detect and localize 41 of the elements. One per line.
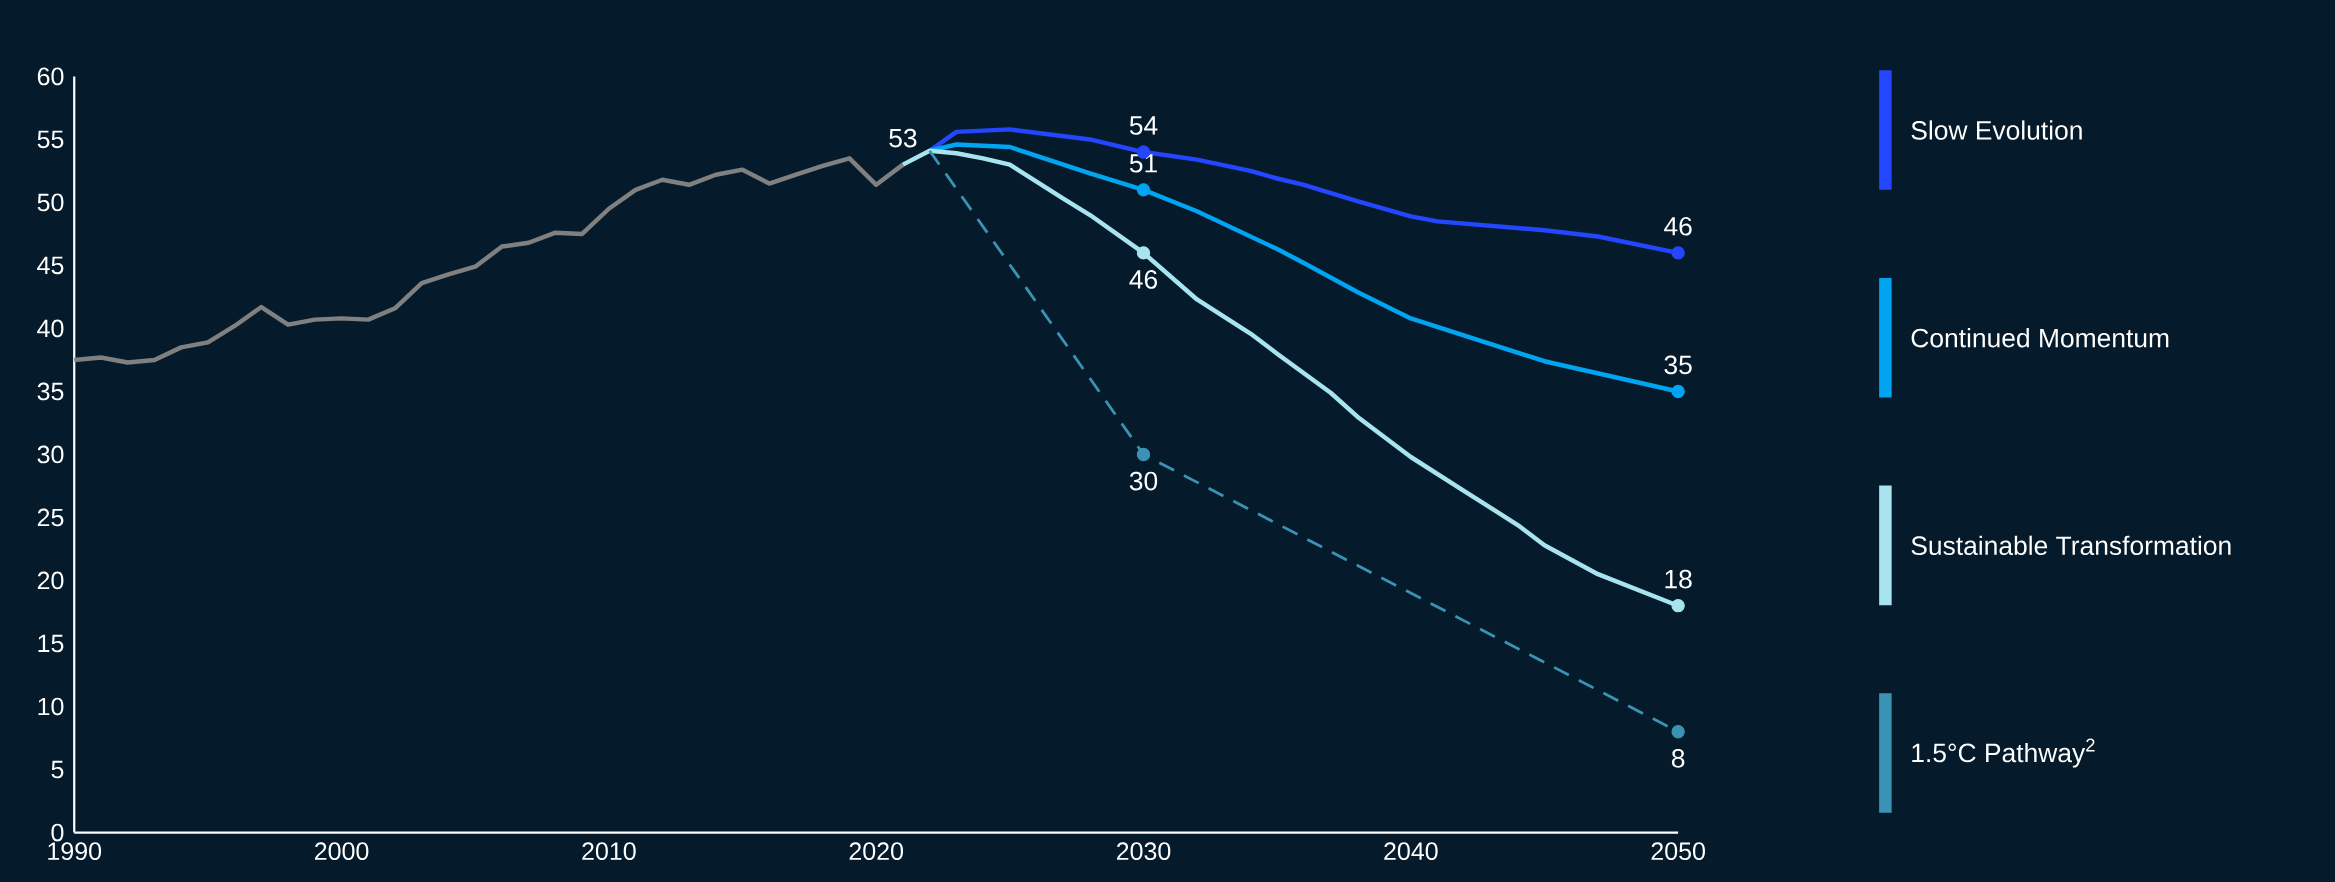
data-label: 54 <box>1129 116 1158 135</box>
y-tick-label: 40 <box>37 319 64 338</box>
x-tick-label: 2020 <box>849 842 904 861</box>
y-tick-label: 15 <box>38 634 64 653</box>
y-tick-label: 30 <box>37 445 64 464</box>
line-series <box>72 156 906 365</box>
y-tick-label: 0 <box>51 823 64 842</box>
data-label: 30 <box>1129 471 1158 491</box>
data-label: 8 <box>1671 748 1685 768</box>
y-tick-label: 5 <box>51 760 64 779</box>
point <box>1136 447 1151 462</box>
data-label: 18 <box>1665 569 1692 589</box>
y-tick-label: 20 <box>37 571 64 590</box>
point <box>1136 246 1151 260</box>
y-tick-label: 45 <box>37 256 64 275</box>
text: Sustainable Transformation <box>1911 535 2231 556</box>
x-tick-label: 2000 <box>314 842 369 861</box>
point <box>1671 246 1685 260</box>
x-tick-label: 2030 <box>1116 842 1171 861</box>
y-tick-label: 25 <box>37 508 64 527</box>
data-label: 46 <box>1129 270 1158 289</box>
y-tick-label: 50 <box>37 193 64 212</box>
data-label: 35 <box>1664 355 1692 375</box>
point <box>1671 384 1685 399</box>
x-tick-label: 1990 <box>48 842 102 861</box>
x-tick-label: 2050 <box>1651 842 1705 861</box>
text: Continued Momentum <box>1911 328 2169 348</box>
y-tick-label: 35 <box>37 382 64 401</box>
text: 1.5°C Pathway$^{2}$ <box>1912 738 2095 768</box>
data-label: 51 <box>1129 154 1157 173</box>
point <box>1671 599 1685 613</box>
x-tick-label: 2010 <box>582 842 636 861</box>
data-label: 46 <box>1664 216 1692 236</box>
y-tick-label: 55 <box>37 130 64 149</box>
point <box>1671 725 1685 739</box>
text: Slow Evolution <box>1911 120 2082 140</box>
data-label: 53 <box>889 128 917 148</box>
y-tick-label: 10 <box>38 697 64 716</box>
x-tick-label: 2040 <box>1384 842 1438 861</box>
point <box>1136 183 1151 197</box>
y-tick-label: 60 <box>37 67 64 86</box>
